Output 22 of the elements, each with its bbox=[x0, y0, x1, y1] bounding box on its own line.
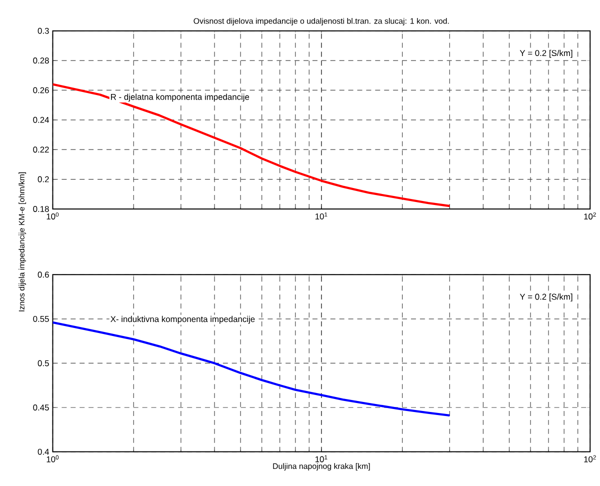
y-tick-label: 0.55 bbox=[33, 316, 49, 322]
x-tick-label: 10$^{2}$ bbox=[584, 212, 596, 220]
y-tick-label: 0.6 bbox=[38, 272, 49, 278]
y-tick-label: 0.28 bbox=[33, 58, 49, 64]
x-tick-label: 10$^{2}$ bbox=[584, 455, 596, 462]
y-tick-label: 0.26 bbox=[33, 87, 49, 94]
y-tick-label: 0.4 bbox=[38, 449, 49, 455]
x-tick-label: 10$^{0}$ bbox=[46, 455, 59, 462]
x-tick-label: 10$^{1}$ bbox=[316, 212, 328, 220]
annotation: Y = 0.2 [S/km] bbox=[520, 294, 572, 302]
annotation: X- induktivna komponenta impedancije bbox=[110, 316, 255, 324]
x-tick-label: 10$^{0}$ bbox=[46, 212, 59, 220]
y-tick-label: 0.22 bbox=[33, 146, 49, 153]
x-tick-label: 10$^{1}$ bbox=[316, 455, 328, 462]
annotation: Y = 0.2 [S/km] bbox=[520, 50, 572, 58]
y-tick-label: 0.2 bbox=[38, 176, 49, 182]
y-tick-label: 0.5 bbox=[38, 360, 49, 366]
y-tick-label: 0.18 bbox=[33, 206, 49, 212]
annotation: R - djelatna komponenta impedancije bbox=[111, 94, 250, 102]
y-tick-label: 0.3 bbox=[38, 28, 49, 34]
y-tick-label: 0.45 bbox=[33, 404, 49, 411]
y-tick-label: 0.24 bbox=[33, 117, 49, 124]
